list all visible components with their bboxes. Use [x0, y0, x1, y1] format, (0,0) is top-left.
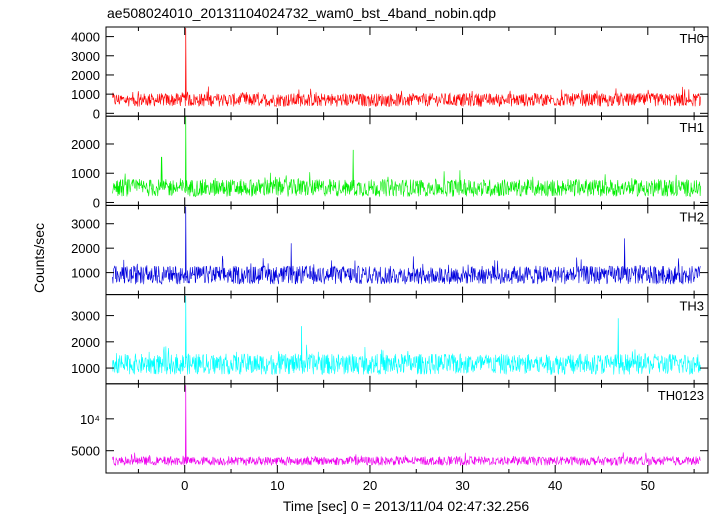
panel-th0: TH0 0 1000 2000 3000 4000 — [71, 26, 709, 121]
panel-label-th0: TH0 — [679, 31, 704, 46]
y-tick-label-th0: 1000 — [71, 87, 100, 102]
panel-th1: TH1 0 1000 2000 — [71, 115, 709, 210]
x-tick-label: 10 — [270, 478, 284, 493]
y-tick-label-th1: 1000 — [71, 166, 100, 181]
y-tick-label-th3: 1000 — [71, 361, 100, 376]
x-tick-label: 50 — [641, 478, 655, 493]
series-th2-line — [112, 206, 701, 285]
y-tick-label-th0: 2000 — [71, 68, 100, 83]
y-tick-label-th1: 2000 — [71, 137, 100, 152]
y-tick-label-th2: 1000 — [71, 266, 100, 281]
panel-th2: TH2 1000 2000 3000 — [71, 204, 709, 296]
y-tick-label-th3: 3000 — [71, 309, 100, 324]
panel-label-th3: TH3 — [679, 299, 704, 314]
x-axis-label: Time [sec] 0 = 2013/11/04 02:47:32.256 — [283, 498, 530, 514]
y-tick-label-th0: 3000 — [71, 49, 100, 64]
y-tick-label-th0123: 5000 — [71, 444, 100, 459]
y-tick-label-th0: 4000 — [71, 30, 100, 45]
panel-th0-frame — [105, 26, 709, 117]
panel-th3: TH3 1000 2000 3000 — [71, 294, 709, 385]
panel-label-th0123: TH0123 — [658, 388, 704, 403]
series-th3-line — [112, 295, 701, 375]
panel-th0123-frame — [105, 383, 709, 474]
series-th0-line — [112, 27, 701, 108]
y-tick-label-th2: 2000 — [71, 241, 100, 256]
panel-label-th1: TH1 — [679, 120, 704, 135]
panel-label-th2: TH2 — [679, 209, 704, 224]
series-th1-line — [112, 116, 701, 198]
y-axis-label: Counts/sec — [31, 223, 47, 293]
panel-th0123: TH0123 5000 10⁴ — [71, 383, 709, 474]
y-tick-label-th3: 2000 — [71, 335, 100, 350]
y-tick-label-th1: 0 — [93, 195, 100, 210]
x-tick-label: 20 — [363, 478, 377, 493]
panels-group: TH0 0 1000 2000 3000 4000 TH1 0 1000 2000 TH2 1000 2… — [71, 26, 709, 493]
x-tick-label: 30 — [455, 478, 469, 493]
y-tick-label-th2: 3000 — [71, 217, 100, 232]
chart-title: ae508024010_20131104024732_wam0_bst_4ban… — [107, 5, 496, 21]
y-tick-label-th0: 0 — [93, 106, 100, 121]
x-tick-label: 0 — [181, 478, 188, 493]
y-tick-label-th0123: 10⁴ — [80, 412, 100, 427]
series-th0123-line — [112, 385, 701, 467]
x-tick-label: 40 — [548, 478, 562, 493]
